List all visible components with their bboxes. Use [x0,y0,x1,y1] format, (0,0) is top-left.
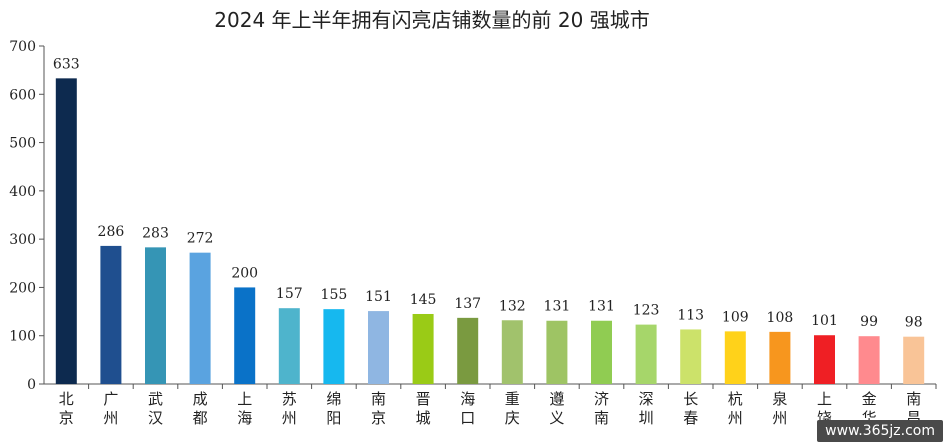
data-label: 137 [454,296,481,312]
data-label: 99 [860,314,878,330]
x-tick-label: 杭州 [728,390,743,427]
x-tick-label: 苏州 [282,390,297,427]
data-label: 101 [811,313,838,329]
y-tick-label: 700 [9,39,36,55]
data-label: 113 [677,307,704,323]
x-tick-label: 重庆 [505,390,520,427]
data-label: 123 [633,303,660,319]
x-tick-label: 武汉 [148,390,163,427]
y-tick-label: 100 [9,329,36,345]
data-label: 633 [53,56,80,72]
bar [724,331,746,384]
data-label: 132 [499,298,526,314]
value-labels: 633 286 283 272 200 157 155 151 145 137 132 131 131 1… [53,56,923,330]
data-label: 272 [187,231,214,247]
watermark: www.365jz.com [817,420,943,442]
data-label: 151 [365,289,392,305]
data-label: 157 [276,286,303,302]
y-tick-label: 500 [9,136,36,152]
data-label: 108 [767,310,794,326]
chart-title: 2024 年上半年拥有闪亮店铺数量的前 20 强城市 [214,8,649,32]
x-tick-label: 泉州 [772,390,787,427]
bar [680,329,702,384]
x-tick-label: 深圳 [639,390,654,427]
bar [55,78,77,384]
bar [591,320,612,384]
data-label: 131 [544,299,571,315]
x-tick-label: 济南 [594,390,609,427]
y-tick-label: 0 [27,377,36,393]
x-tick-label: 广州 [103,390,118,427]
data-label: 109 [722,309,749,325]
bar [100,245,122,384]
x-tick-label: 晋城 [416,390,431,427]
bar [189,252,211,384]
x-tick-label: 上海 [237,390,252,427]
data-label: 145 [410,292,437,308]
bar [368,311,389,384]
bar [635,324,657,384]
bars [55,78,925,384]
x-tick-label: 长春 [683,390,698,427]
x-tick-label: 成都 [193,390,208,427]
bar [323,309,345,384]
x-tick-label: 绵阳 [326,390,341,427]
y-tick-label: 200 [9,280,36,296]
data-label: 200 [231,265,258,281]
bar [278,308,300,384]
bar [814,335,835,384]
x-tick-label: 南京 [371,390,386,427]
bar [412,313,434,384]
bar [903,336,925,384]
bar [769,331,791,384]
bar [546,320,568,384]
data-label: 98 [905,315,923,331]
bar [501,320,523,384]
data-label: 286 [98,224,125,240]
y-tick-label: 600 [9,87,36,103]
x-tick-label: 北京 [59,390,74,427]
bar [145,247,166,384]
data-label: 283 [142,225,169,241]
data-label: 131 [588,299,615,315]
bar [234,287,256,384]
x-tick-label: 遵义 [549,390,564,427]
x-tick-label: 海口 [460,390,475,427]
y-tick-label: 300 [9,232,36,248]
data-label: 155 [321,287,348,303]
y-tick-label: 400 [9,184,36,200]
bar [858,336,880,384]
bar [457,317,479,384]
